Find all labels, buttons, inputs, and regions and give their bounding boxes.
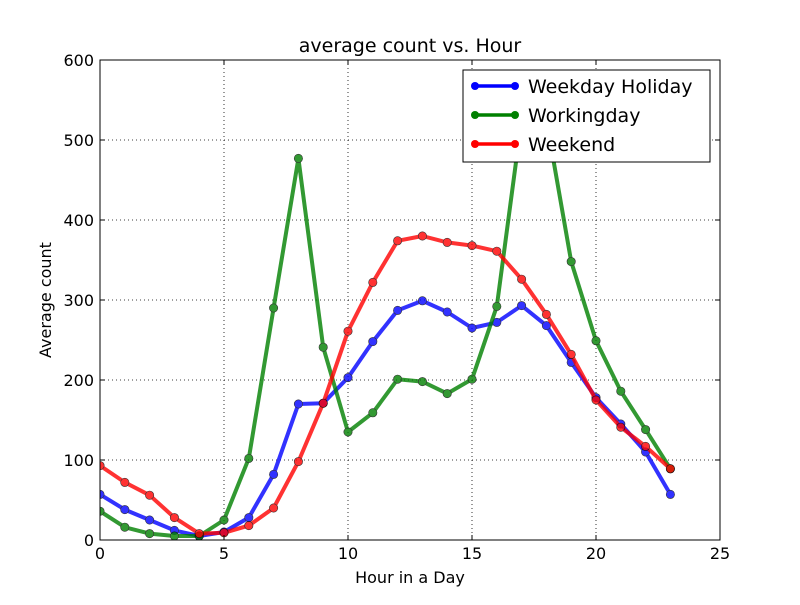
data-point-weekend [417,231,427,241]
legend-marker-workingday [511,111,519,119]
data-point-weekend [244,521,254,531]
tick-labels: 0 5 10 15 20 25 0 100 200 300 400 500 600 [63,51,730,563]
data-point-weekend [517,274,527,284]
data-point-workingday [566,257,576,267]
legend-item-weekday-holiday: Weekday Holiday [471,76,692,98]
legend-item-workingday: Workingday [471,105,640,127]
data-point-weekend [641,441,651,451]
x-tick-label: 25 [710,544,730,563]
tick-marks [99,59,721,541]
data-point-workingday [442,389,452,399]
data-point-weekday-holiday [393,305,403,315]
data-point-weekend [194,529,204,539]
data-point-weekend [368,277,378,287]
data-point-workingday [492,301,502,311]
x-tick-label: 0 [95,544,105,563]
legend-marker-workingday [471,111,479,119]
data-point-weekend [442,237,452,247]
y-tick-label: 600 [63,51,94,70]
data-point-weekend [269,503,279,513]
data-point-weekday-holiday [467,323,477,333]
data-point-weekday-holiday [293,399,303,409]
data-point-weekday-holiday [417,296,427,306]
y-tick-label: 200 [63,371,94,390]
series-line-weekend [100,234,672,536]
data-point-weekend [616,422,626,432]
data-point-weekday-holiday [368,337,378,347]
data-point-weekend [541,309,551,319]
data-point-workingday [145,529,155,539]
data-point-weekday-holiday [517,301,527,311]
legend-label-workingday: Workingday [528,105,640,127]
data-point-workingday [318,342,328,352]
legend-label-weekday-holiday: Weekday Holiday [528,76,692,98]
y-tick-label: 0 [84,531,94,550]
data-point-weekend [467,241,477,251]
data-point-workingday [293,153,303,163]
data-point-weekend [343,326,353,336]
data-point-workingday [417,377,427,387]
data-point-workingday [343,427,353,437]
legend-marker-weekend [471,140,479,148]
data-point-weekday-holiday [244,513,254,523]
data-point-workingday [616,386,626,396]
y-tick-label: 400 [63,211,94,230]
legend: Weekday Holiday Workingday Weekend [462,69,711,163]
data-point-workingday [393,374,403,384]
data-point-workingday [219,515,229,525]
data-point-weekday-holiday [343,373,353,383]
data-point-weekday-holiday [665,489,675,499]
x-tick-label: 20 [586,544,606,563]
y-tick-label: 100 [63,451,94,470]
data-point-workingday [591,336,601,346]
series-weekend [100,231,675,539]
legend-marker-weekday-holiday [471,82,479,90]
data-point-weekday-holiday [442,307,452,317]
data-point-weekend [120,477,130,487]
x-tick-label: 5 [219,544,229,563]
legend-marker-weekend [511,140,519,148]
data-point-weekday-holiday [120,505,130,515]
data-point-workingday [169,531,179,540]
legend-marker-weekday-holiday [511,82,519,90]
data-point-workingday [641,425,651,435]
data-point-workingday [269,303,279,313]
data-point-weekend [566,349,576,359]
data-point-workingday [467,374,477,384]
y-tick-label: 500 [63,131,94,150]
data-point-weekday-holiday [145,515,155,525]
data-point-workingday [244,453,254,463]
data-point-weekend [591,395,601,405]
data-point-weekend [393,236,403,246]
data-point-weekend [318,398,328,408]
data-point-weekend [492,246,502,256]
x-tick-label: 15 [462,544,482,563]
data-point-weekend [665,464,675,474]
y-axis-label: Average count [36,242,55,358]
legend-item-weekend: Weekend [471,134,615,156]
y-tick-label: 300 [63,291,94,310]
data-point-workingday [120,522,130,532]
x-axis-label: Hour in a Day [355,568,465,587]
data-point-weekend [169,513,179,523]
data-point-weekend [145,490,155,500]
x-tick-label: 10 [338,544,358,563]
chart-title: average count vs. Hour [299,35,522,57]
data-point-workingday [368,408,378,418]
data-point-weekday-holiday [541,321,551,331]
legend-label-weekend: Weekend [528,134,615,156]
data-point-weekday-holiday [269,469,279,479]
data-point-weekend [293,457,303,467]
